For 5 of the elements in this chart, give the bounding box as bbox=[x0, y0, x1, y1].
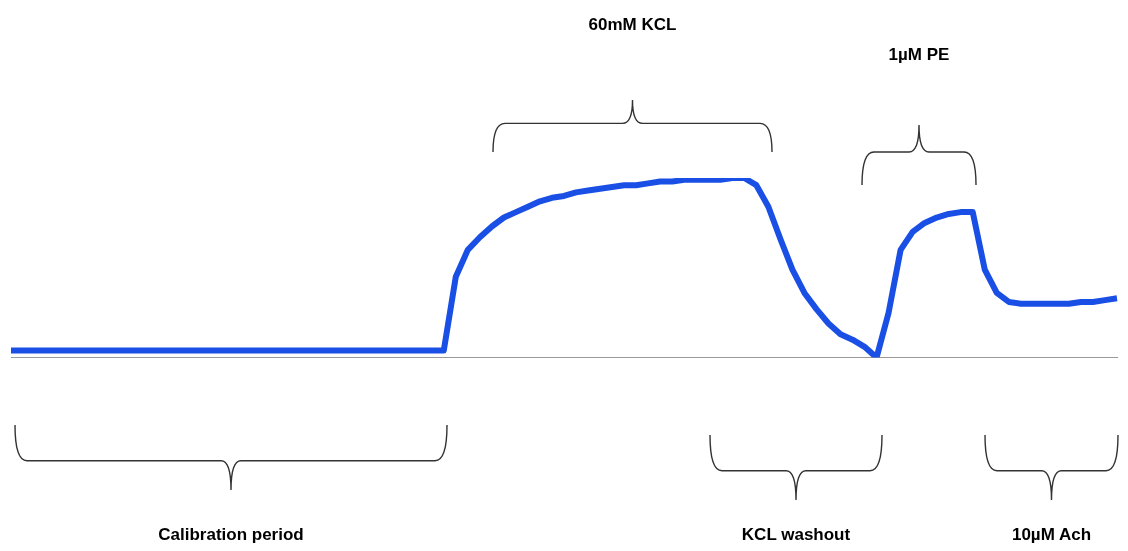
text: KCL washout bbox=[741, 525, 851, 545]
text: Calibration period bbox=[158, 525, 304, 545]
text: 1µM PE bbox=[888, 45, 950, 65]
text: 60mM KCL bbox=[588, 15, 677, 35]
text: 10µM Ach bbox=[1011, 525, 1092, 545]
